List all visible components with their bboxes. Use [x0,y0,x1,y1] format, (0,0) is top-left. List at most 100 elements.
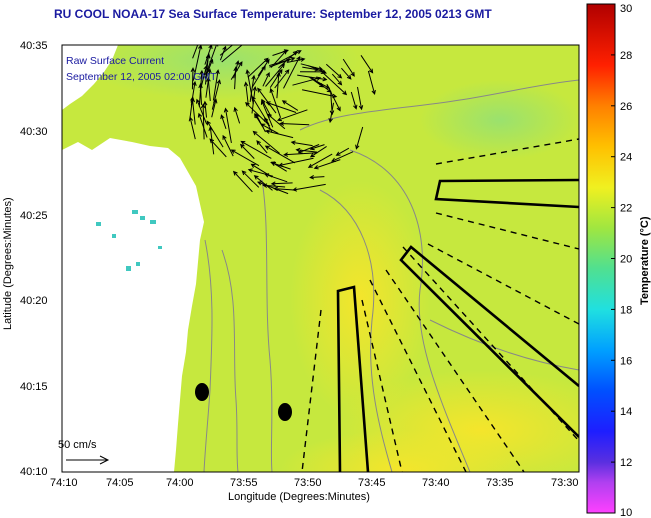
current-vector [279,121,310,126]
inset-line-2: September 12, 2005 02:00 GMT [66,71,217,83]
bathymetry-contours [203,79,579,472]
current-vector [323,73,348,96]
current-vector [232,170,253,193]
current-vector [262,183,286,188]
colorbar-tick-label: 14 [620,406,632,418]
current-vector [328,102,334,124]
coastal-cool-pixels [96,210,162,271]
colorbar-ticks: 10 12 14 16 18 20 22 24 26 28 30 [611,3,632,518]
current-vector [209,138,227,158]
current-vector [341,67,352,80]
current-vector [313,159,341,170]
current-vector [307,153,333,168]
current-vector [200,103,206,140]
current-vector [219,45,234,56]
colorbar-tick-label: 22 [620,203,632,215]
colorbar-tick-label: 18 [620,304,632,316]
sampling-boxes [336,178,579,472]
current-vector [223,107,232,143]
current-vector [254,113,263,127]
current-vector [309,145,327,158]
current-vector [197,112,208,138]
current-vector [206,76,211,101]
current-vector [243,81,249,106]
y-tick-label: 40:30 [20,126,48,138]
current-vector [287,57,306,63]
x-tick-label: 74:10 [50,477,78,489]
x-tick-label: 73:50 [294,477,322,489]
x-tick-label: 73:55 [230,477,258,489]
current-vector [295,147,318,153]
current-vector [283,152,318,157]
x-tick-label: 73:30 [551,477,579,489]
plot-area [62,45,579,472]
y-axis-label: Latitude (Degrees:Minutes) [2,197,14,330]
current-vector [256,140,268,154]
current-vector [196,98,208,125]
x-tick-label: 73:35 [486,477,514,489]
current-vector [265,129,294,139]
current-vector [313,79,331,89]
current-vector [251,86,257,114]
colorbar-tick-label: 28 [620,50,632,62]
current-vector [292,183,326,192]
current-vector [212,69,220,101]
y-tick-label: 40:20 [20,295,48,307]
station-marker [278,403,292,421]
current-vector [247,168,274,177]
current-vector [269,87,281,118]
current-vector [230,61,243,80]
y-tick-label: 40:15 [20,381,48,393]
current-vector [325,63,343,79]
current-vector [265,101,297,113]
current-vector [190,97,196,125]
current-vector [270,181,293,186]
current-vector [239,143,255,159]
current-vector [260,99,274,128]
x-tick-label: 74:00 [166,477,194,489]
current-vector [360,55,374,74]
current-vector [192,45,199,59]
scale-arrow [66,455,110,465]
current-vector [335,147,350,156]
current-vector [350,91,358,110]
colorbar-tick-label: 16 [620,355,632,367]
colorbar-tick-label: 30 [620,3,632,15]
current-vector [290,140,313,147]
plot-frame [61,44,580,473]
current-vector [326,83,341,112]
x-axis-label: Longitude (Degrees:Minutes) [228,491,370,503]
inset-line-1: Raw Surface Current [66,55,164,67]
current-vector [274,69,290,89]
current-vector [292,76,322,86]
current-vector [249,74,256,103]
current-vector [276,71,281,99]
current-vector [221,45,243,63]
y-tick-label: 40:35 [20,40,48,52]
current-vector [269,68,283,88]
y-tick-label: 40:25 [20,210,48,222]
upper-land [62,45,118,110]
current-vector [204,53,211,76]
current-vector [331,73,343,86]
current-vector [262,72,270,87]
colorbar-tick-label: 12 [620,457,632,469]
current-vector [264,145,296,164]
sandy-hook [176,159,194,233]
x-tick-label: 73:45 [358,477,386,489]
current-vector [205,68,212,98]
current-vector [252,130,280,154]
x-tick-label: 74:05 [106,477,134,489]
current-vector [278,50,302,63]
y-tick-label: 40:10 [20,466,48,478]
current-vector [297,74,328,82]
current-vector [233,60,240,79]
current-vector [283,55,301,89]
current-vector [256,181,289,195]
current-vector [230,149,260,167]
current-vector [202,100,208,118]
current-vector [270,161,291,170]
current-vector [299,69,326,75]
current-vector [206,120,224,148]
